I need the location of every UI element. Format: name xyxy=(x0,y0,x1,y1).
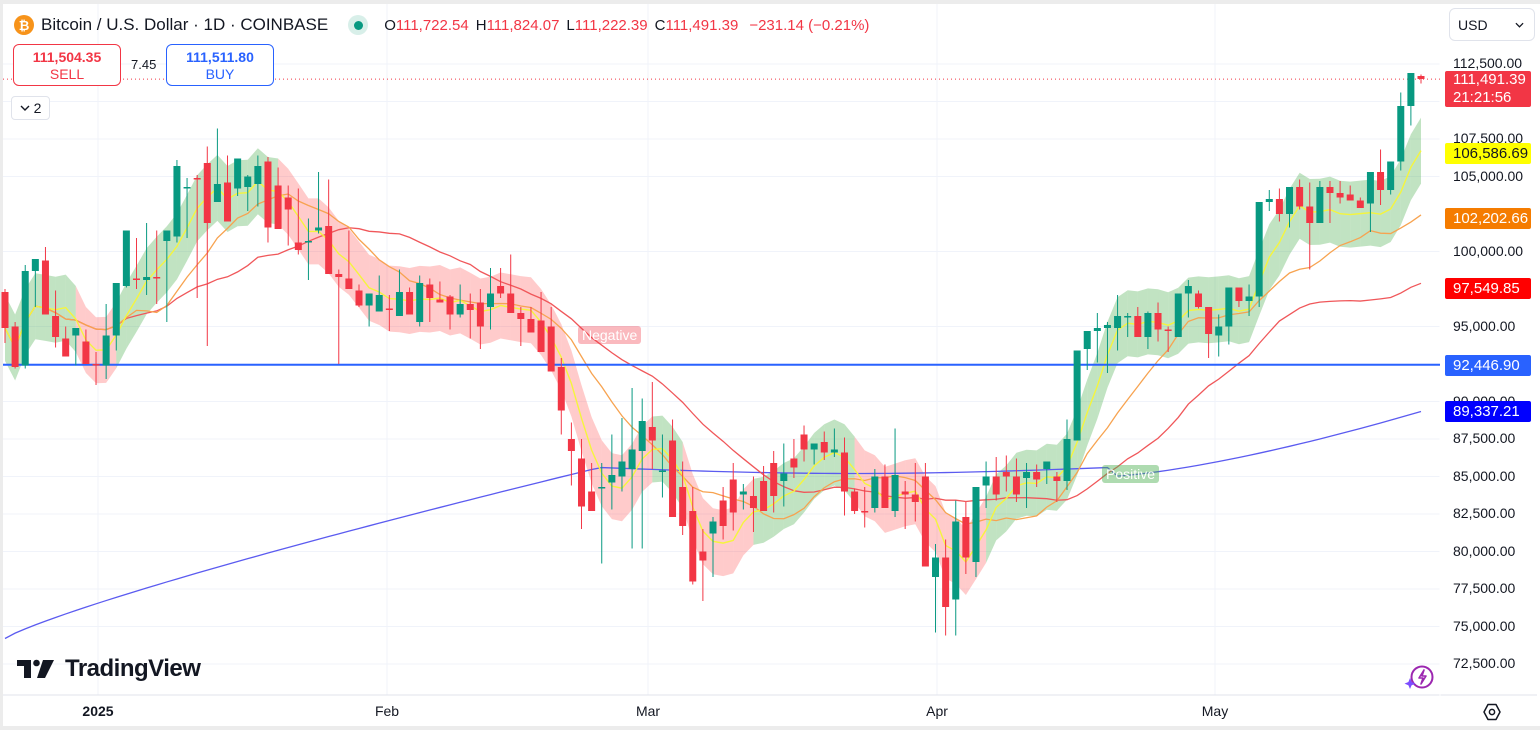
buy-button[interactable]: 111,511.80 BUY xyxy=(166,44,274,86)
price-tick: 100,000.00 xyxy=(1453,242,1524,259)
price-tick: 105,000.00 xyxy=(1453,167,1524,184)
tradingview-logo[interactable]: TradingView xyxy=(17,655,201,683)
open-value: 111,722.54 xyxy=(395,16,469,34)
price-tick: 77,500.00 xyxy=(1453,580,1516,596)
price-tick: 72,500.00 xyxy=(1453,655,1516,671)
time-tick: Mar xyxy=(635,703,661,719)
sell-label: SELL xyxy=(49,66,85,82)
price-tick: 87,500.00 xyxy=(1453,430,1516,446)
time-tick: Feb xyxy=(374,703,400,719)
horizontal-line-label: 92,446.90 xyxy=(1445,354,1531,376)
ma-orange-label: 102,202.66 xyxy=(1445,208,1531,230)
chevron-down-icon xyxy=(20,105,30,111)
price-tick: 107,500.00 xyxy=(1453,130,1524,146)
last-price-label: 111,491.39 21:21:56 xyxy=(1445,71,1531,108)
ma-yellow-label: 106,586.69 xyxy=(1445,142,1531,164)
positive-signal-label: Positive xyxy=(1102,465,1160,483)
tradingview-mark-icon xyxy=(17,659,54,678)
time-tick: May xyxy=(1201,703,1229,719)
time-tick: 2025 xyxy=(82,703,114,719)
negative-signal-label: Negative xyxy=(578,326,642,344)
price-tick: 82,500.00 xyxy=(1453,505,1516,521)
indicators-toggle-button[interactable]: 2 xyxy=(11,96,50,120)
symbol-header: ₿ Bitcoin / U.S. Dollar · 1D · COINBASE … xyxy=(14,13,869,37)
high-value: 111,824.07 xyxy=(486,16,560,34)
symbol-title[interactable]: Bitcoin / U.S. Dollar · 1D · COINBASE xyxy=(41,15,329,34)
market-open-indicator-icon xyxy=(348,15,369,35)
time-tick: Apr xyxy=(926,703,948,719)
ma-red-label: 97,549.85 xyxy=(1445,278,1531,300)
ma-blue-line xyxy=(4,410,1422,640)
ma-blue-label: 89,337.21 xyxy=(1445,401,1531,423)
buy-price: 111,511.80 xyxy=(186,49,254,65)
ma-red-line xyxy=(4,227,1422,503)
price-tick: 95,000.00 xyxy=(1453,317,1516,334)
grid xyxy=(3,4,1440,695)
close-value: 111,491.39 xyxy=(665,16,739,34)
sell-price: 111,504.35 xyxy=(32,49,102,65)
chevron-down-icon xyxy=(1515,22,1524,28)
price-tick: 80,000.00 xyxy=(1453,542,1516,559)
bitcoin-icon: ₿ xyxy=(14,15,34,35)
price-tick: 75,000.00 xyxy=(1453,617,1516,634)
price-tick: 112,500.00 xyxy=(1453,55,1523,71)
buy-label: BUY xyxy=(205,66,235,82)
ohlc-legend: O111,722.54 H111,824.07 L111,222.39 C111… xyxy=(384,16,870,34)
ma-orange-line xyxy=(4,193,1422,525)
indicator-count: 2 xyxy=(33,100,42,116)
change-value: −231.14 (−0.21%) xyxy=(749,16,870,34)
ai-assistant-icon[interactable] xyxy=(1403,664,1437,692)
currency-select[interactable]: USD xyxy=(1449,8,1535,41)
currency-value: USD xyxy=(1458,16,1488,33)
price-tick: 85,000.00 xyxy=(1453,467,1516,484)
spread-value: 7.45 xyxy=(131,57,157,72)
settings-gear-icon[interactable] xyxy=(1482,702,1502,722)
sell-button[interactable]: 111,504.35 SELL xyxy=(13,44,121,86)
tradingview-logo-text: TradingView xyxy=(65,655,201,682)
low-value: 111,222.39 xyxy=(574,16,648,34)
candles xyxy=(1,73,1425,636)
